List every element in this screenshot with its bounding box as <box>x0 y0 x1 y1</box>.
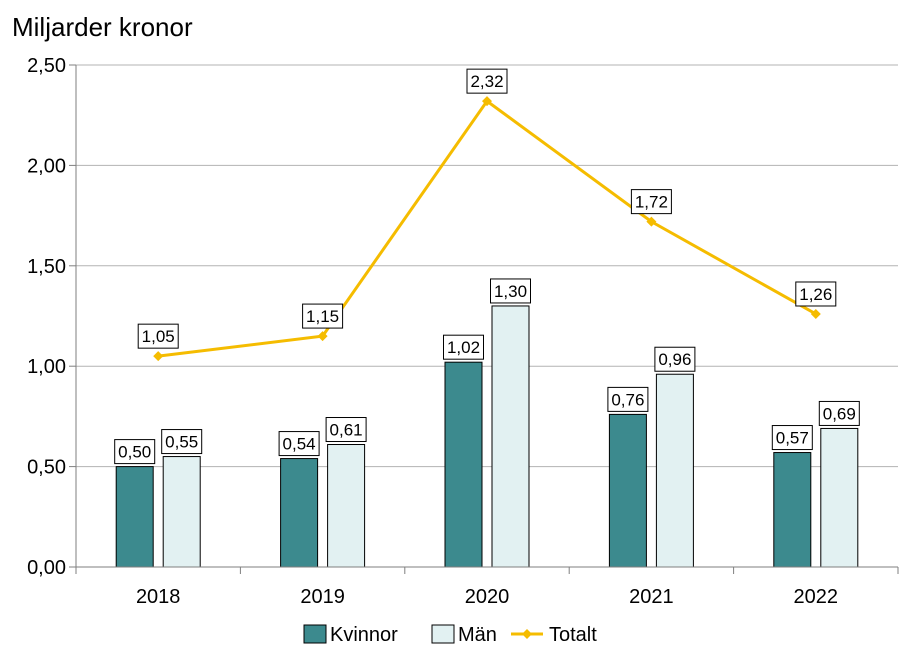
bar-män <box>655 373 694 568</box>
data-label: 1,26 <box>799 285 832 304</box>
data-label-box <box>114 439 156 465</box>
line-marker-totalt <box>810 308 821 319</box>
bar-kvinnor <box>773 452 812 568</box>
legend-swatch-män <box>431 624 455 644</box>
data-label: 0,54 <box>283 435 316 454</box>
data-label-box <box>771 425 813 451</box>
chart-title: Miljarder kronor <box>12 12 193 42</box>
total-line-series <box>153 96 821 362</box>
data-label: 0,96 <box>658 350 691 369</box>
data-label-box <box>302 303 344 329</box>
bar-kvinnor <box>608 413 647 568</box>
bar-män <box>327 444 366 568</box>
data-label-box <box>443 334 484 360</box>
bar-män <box>820 427 859 568</box>
data-label-box <box>607 386 649 412</box>
data-label: 0,76 <box>611 390 644 409</box>
legend-marker-totalt <box>522 629 532 639</box>
bar-män <box>162 456 201 568</box>
data-label: 1,15 <box>306 307 339 326</box>
bar-series <box>115 305 859 568</box>
data-label: 0,50 <box>118 443 151 462</box>
bar-män <box>491 305 530 568</box>
data-label-box <box>795 281 837 307</box>
y-tick-label: 2,00 <box>27 155 66 177</box>
line-marker-totalt <box>317 331 328 342</box>
line-totalt <box>158 99 817 358</box>
x-tick-label: 2019 <box>300 586 345 608</box>
data-label: 0,57 <box>776 429 809 448</box>
data-label-box <box>466 68 508 94</box>
data-label: 1,72 <box>635 193 668 212</box>
data-label: 1,05 <box>142 327 175 346</box>
axes <box>75 65 898 568</box>
data-labels: 0,50 0,54 1,02 0,76 0,57 0,55 0,61 1,30 0,96 0,69… <box>114 68 860 465</box>
data-label: 0,69 <box>823 404 856 423</box>
data-label: 1,30 <box>494 282 527 301</box>
data-label-box <box>490 278 531 304</box>
legend-label: Totalt <box>549 624 597 646</box>
data-label-box <box>630 189 672 215</box>
line-marker-totalt <box>646 216 657 227</box>
x-tick-label: 2022 <box>794 586 839 608</box>
data-label: 0,55 <box>165 433 198 452</box>
y-tick-label: 1,00 <box>27 356 66 378</box>
x-axis-ticks: 2018 2019 2020 2021 2022 <box>75 567 899 608</box>
bar-kvinnor <box>280 458 319 568</box>
legend-swatch-kvinnor <box>303 624 327 644</box>
data-label: 1,02 <box>447 338 480 357</box>
legend: Kvinnor Män Totalt <box>303 624 597 646</box>
gridlines <box>76 64 898 468</box>
data-label-box <box>325 417 367 443</box>
data-label-box <box>161 429 203 455</box>
data-label-box <box>278 431 320 457</box>
x-tick-label: 2020 <box>465 586 510 608</box>
legend-label: Kvinnor <box>330 624 398 646</box>
data-label-box <box>654 346 696 372</box>
x-tick-label: 2021 <box>629 586 674 608</box>
bar-kvinnor <box>444 361 483 568</box>
x-tick-label: 2018 <box>136 586 181 608</box>
y-axis-ticks: 0,00 0,50 1,00 1,50 2,00 2,50 <box>27 55 76 579</box>
bar-kvinnor <box>115 466 154 568</box>
line-marker-totalt <box>482 96 492 107</box>
data-label: 2,32 <box>470 72 503 91</box>
line-marker-totalt <box>153 351 164 362</box>
y-tick-label: 1,50 <box>27 256 66 278</box>
y-tick-label: 0,00 <box>27 557 66 579</box>
data-label: 0,61 <box>330 421 363 440</box>
data-label-box <box>137 323 179 349</box>
y-tick-label: 0,50 <box>27 457 66 479</box>
legend-label: Män <box>458 624 497 646</box>
y-tick-label: 2,50 <box>27 55 66 77</box>
data-label-box <box>818 400 860 426</box>
